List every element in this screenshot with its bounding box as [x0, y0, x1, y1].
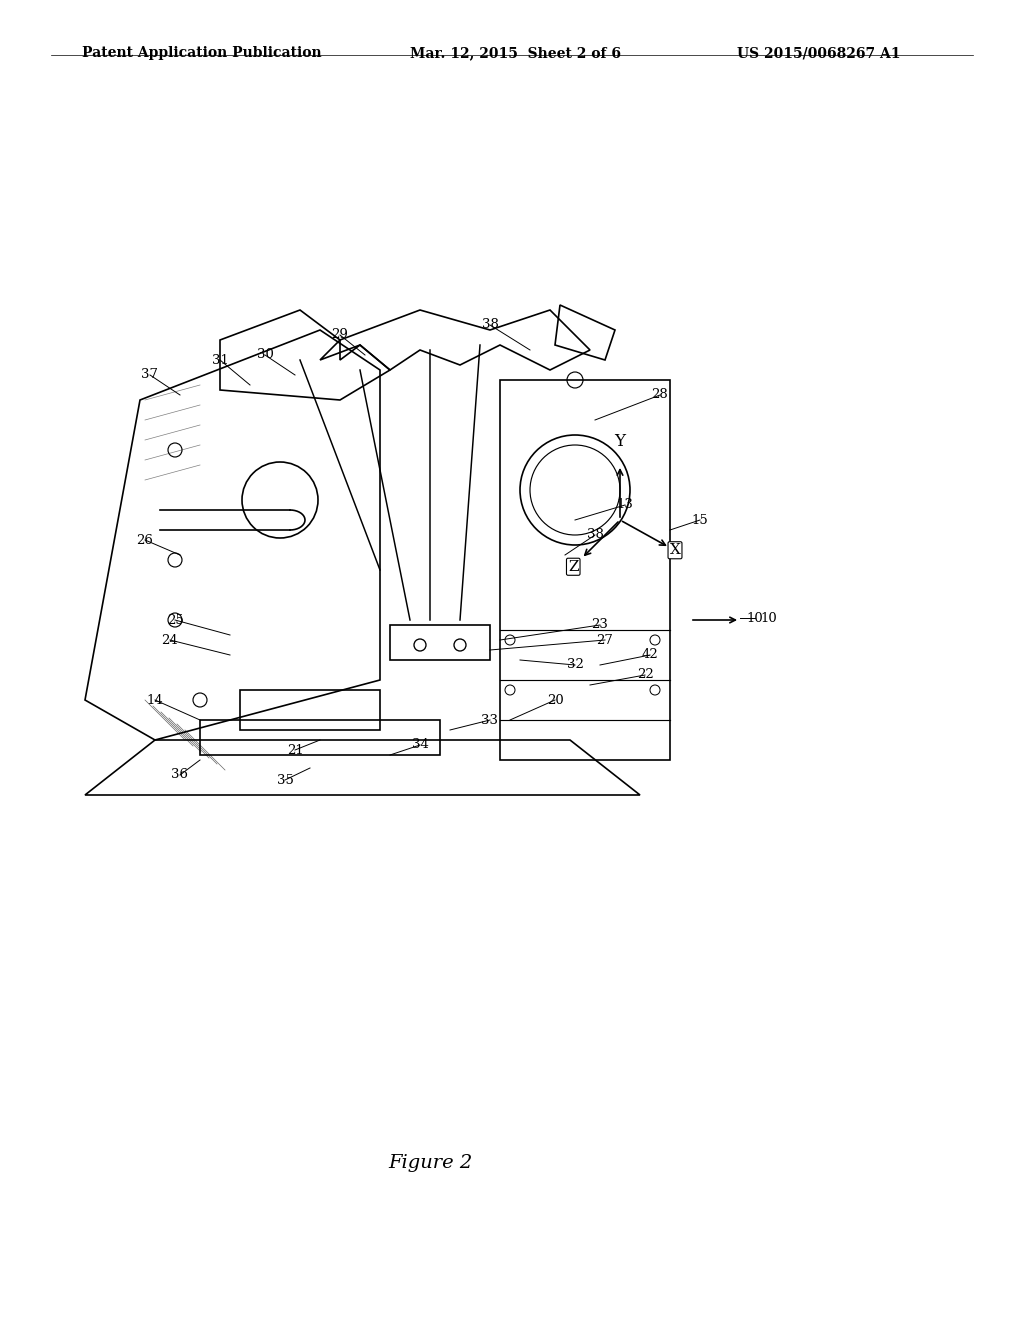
Text: 35: 35 — [276, 774, 294, 787]
Text: 21: 21 — [287, 743, 303, 756]
Text: 31: 31 — [212, 354, 228, 367]
Text: Z: Z — [568, 560, 579, 574]
Text: 10: 10 — [746, 611, 763, 624]
Text: 26: 26 — [136, 533, 154, 546]
Text: 15: 15 — [691, 513, 709, 527]
Text: Mar. 12, 2015  Sheet 2 of 6: Mar. 12, 2015 Sheet 2 of 6 — [410, 46, 621, 61]
Text: 25: 25 — [167, 614, 183, 627]
Text: US 2015/0068267 A1: US 2015/0068267 A1 — [737, 46, 901, 61]
Text: 13: 13 — [616, 499, 634, 511]
Text: 14: 14 — [146, 693, 164, 706]
Text: 22: 22 — [637, 668, 653, 681]
Text: Y: Y — [614, 433, 626, 450]
Text: Figure 2: Figure 2 — [388, 1154, 472, 1172]
Text: 37: 37 — [141, 368, 159, 381]
Text: 36: 36 — [171, 768, 188, 781]
Text: Patent Application Publication: Patent Application Publication — [82, 46, 322, 61]
Text: 24: 24 — [162, 634, 178, 647]
Text: X: X — [670, 544, 680, 557]
Text: 38: 38 — [481, 318, 499, 331]
Text: 42: 42 — [642, 648, 658, 661]
Text: 33: 33 — [481, 714, 499, 726]
Text: 38: 38 — [587, 528, 603, 541]
Text: 28: 28 — [651, 388, 669, 401]
Text: 29: 29 — [332, 329, 348, 342]
Text: 32: 32 — [566, 659, 584, 672]
Text: 34: 34 — [412, 738, 428, 751]
Text: 27: 27 — [597, 634, 613, 647]
Text: 23: 23 — [592, 619, 608, 631]
Text: 20: 20 — [547, 693, 563, 706]
Text: 30: 30 — [257, 348, 273, 362]
Text: 10: 10 — [760, 611, 777, 624]
